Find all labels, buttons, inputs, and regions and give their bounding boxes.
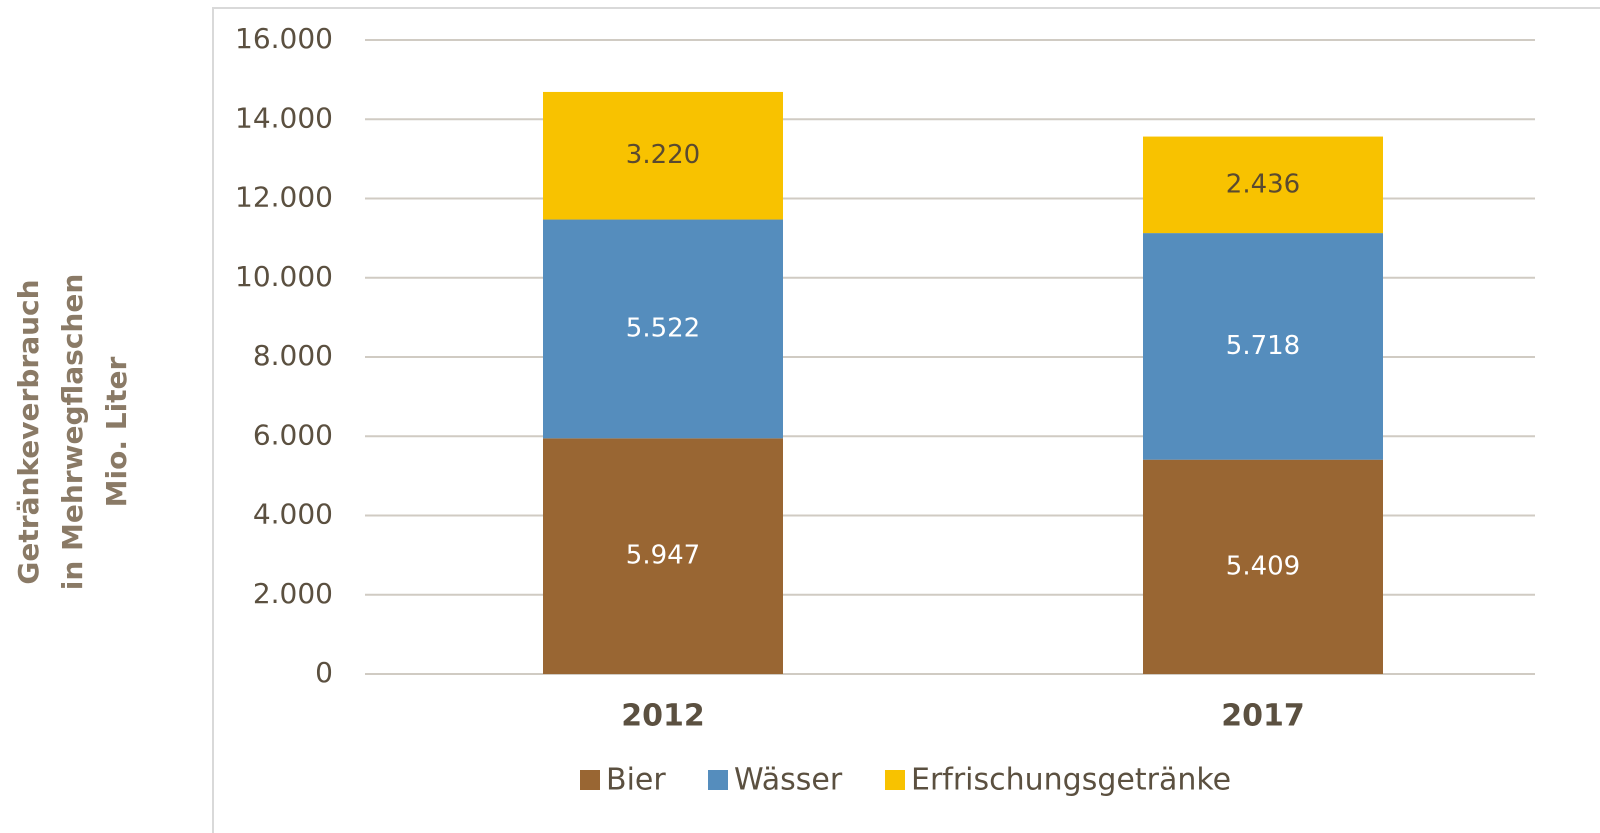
bar-segment (1143, 136, 1383, 234)
legend-swatch (580, 770, 600, 790)
data-label: 5.718 (1226, 331, 1300, 361)
y-axis-label: Mio. Liter (100, 356, 133, 507)
x-tick-label: 2017 (1221, 699, 1305, 734)
legend-swatch (708, 770, 728, 790)
bar-segment (543, 219, 783, 439)
y-tick-label: 2.000 (253, 577, 333, 610)
data-label: 2.436 (1226, 169, 1300, 199)
x-tick-label: 2012 (621, 699, 705, 734)
chart-frame (212, 7, 1600, 833)
data-label: 5.522 (626, 313, 700, 343)
legend-label: Wässer (734, 763, 843, 798)
y-axis-label: in Mehrwegflaschen (56, 274, 89, 591)
bar-segment (1143, 459, 1383, 674)
legend-label: Bier (606, 763, 666, 798)
bar-segment (543, 91, 783, 220)
data-label: 5.947 (626, 541, 700, 571)
y-tick-label: 8.000 (253, 339, 333, 372)
legend-label: Erfrischungsgetränke (911, 763, 1231, 798)
data-label: 5.409 (1226, 551, 1300, 581)
y-tick-label: 10.000 (235, 260, 333, 293)
y-tick-label: 14.000 (235, 101, 333, 134)
data-label: 3.220 (626, 140, 700, 170)
y-axis-label: Getränkeverbrauch (12, 279, 45, 584)
y-tick-label: 4.000 (253, 498, 333, 531)
y-tick-label: 16.000 (235, 22, 333, 55)
y-tick-label: 6.000 (253, 418, 333, 451)
bar-segment (543, 438, 783, 674)
y-tick-label: 12.000 (235, 181, 333, 214)
bar-segment (1143, 233, 1383, 460)
legend-swatch (885, 770, 905, 790)
y-tick-label: 0 (315, 656, 333, 689)
